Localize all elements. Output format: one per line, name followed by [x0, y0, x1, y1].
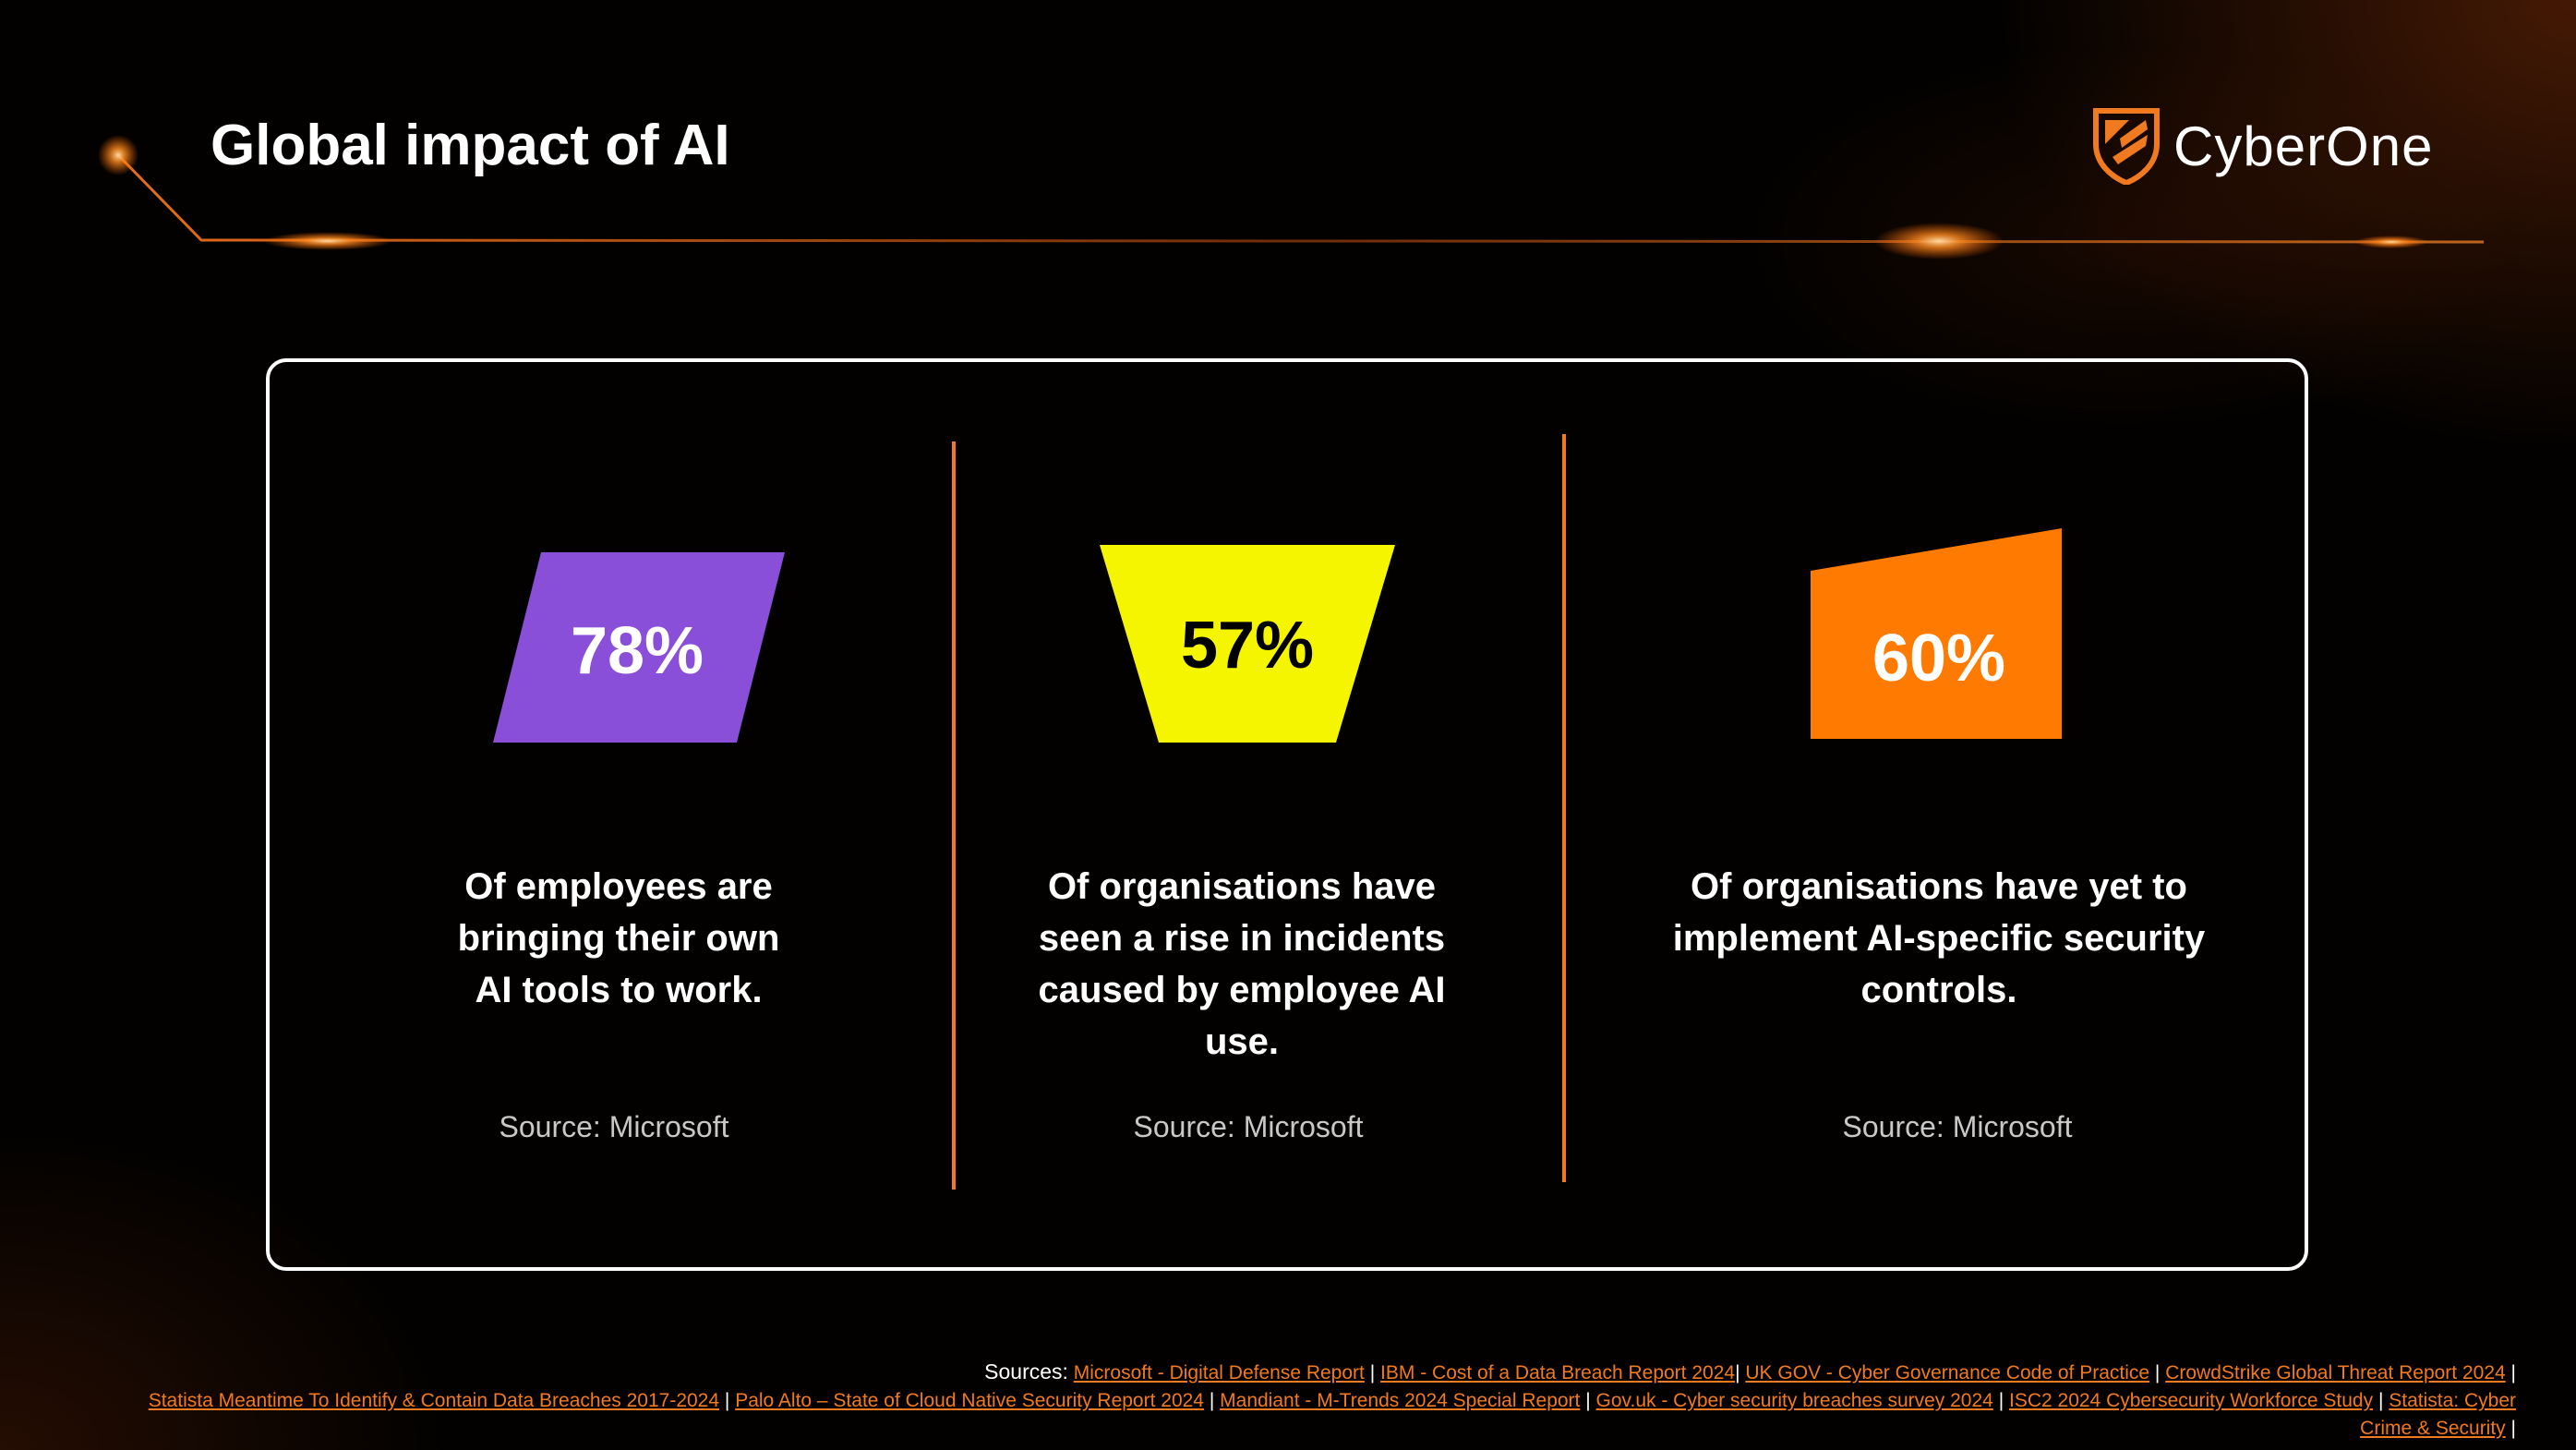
stat-description-line: controls.: [1860, 970, 2017, 1010]
source-link[interactable]: Statista: Cyber Crime & Security: [2360, 1390, 2516, 1439]
stat-description-line: AI tools to work.: [475, 970, 763, 1010]
stat-description-line: Of organisations have: [1047, 866, 1437, 907]
column-divider: [1562, 434, 1566, 1182]
stat-shape-quadrilateral: [1811, 528, 2062, 739]
separator: |: [1209, 1390, 1215, 1411]
stat-shape-fill: [1811, 528, 2062, 739]
source-link[interactable]: Mandiant - M-Trends 2024 Special Report: [1220, 1390, 1581, 1411]
stat-shape-fill: [1100, 545, 1395, 743]
stat-description-line: use.: [1204, 1021, 1280, 1062]
stat-description-line: Of employees are: [464, 866, 773, 907]
separator: |: [1369, 1362, 1376, 1384]
stat-source: Source: Microsoft: [499, 1110, 729, 1143]
sources-footer: Sources: Microsoft - Digital Defense Rep…: [138, 1358, 2516, 1443]
stats-panel: [266, 358, 2308, 1271]
source-link[interactable]: IBM - Cost of a Data Breach Report 2024: [1380, 1362, 1736, 1384]
decorative-circuit-lines: [98, 135, 2485, 260]
column-divider: [952, 441, 956, 1190]
stat-shape-trapezoid: [1100, 545, 1395, 743]
stat-description-line: implement AI-specific security: [1672, 918, 2206, 959]
brand-name: CyberOne: [2173, 115, 2434, 177]
sources-label: Sources:: [984, 1359, 1068, 1384]
separator: |: [724, 1390, 730, 1411]
source-link[interactable]: Statista Meantime To Identify & Contain …: [148, 1390, 720, 1411]
separator: |: [2154, 1362, 2161, 1384]
source-link[interactable]: Gov.uk - Cyber security breaches survey …: [1595, 1390, 1993, 1411]
shield-logo-icon: [2093, 108, 2160, 185]
source-link[interactable]: CrowdStrike Global Threat Report 2024: [2165, 1362, 2506, 1384]
stat-description: Of organisations have seen a rise in inc…: [1006, 861, 1477, 1068]
separator: |: [2377, 1390, 2384, 1411]
page-title: Global impact of AI: [211, 114, 730, 177]
stat-source: Source: Microsoft: [1133, 1110, 1364, 1143]
separator: |: [2510, 1418, 2516, 1439]
separator: |: [1735, 1362, 1740, 1384]
brand-logo: CyberOne: [2092, 107, 2433, 185]
separator: |: [1585, 1390, 1591, 1411]
stat-description-line: Of organisations have yet to: [1691, 866, 2187, 907]
stat-description-line: bringing their own: [457, 918, 780, 959]
stat-value: 60%: [1872, 622, 2006, 695]
source-link[interactable]: UK GOV - Cyber Governance Code of Practi…: [1745, 1362, 2150, 1384]
stat-description-line: caused by employee AI: [1038, 970, 1446, 1010]
separator: |: [1998, 1390, 2004, 1411]
source-link[interactable]: Microsoft - Digital Defense Report: [1073, 1362, 1365, 1384]
source-link[interactable]: Palo Alto – State of Cloud Native Securi…: [735, 1390, 1204, 1411]
stat-shape-parallelogram: [493, 552, 785, 743]
source-link[interactable]: ISC2 2024 Cybersecurity Workforce Study: [2009, 1390, 2374, 1411]
stat-value: 78%: [570, 614, 704, 688]
stat-value: 57%: [1180, 609, 1315, 683]
separator: |: [2510, 1362, 2516, 1384]
stat-shape-fill: [493, 552, 785, 743]
stat-description: Of employees are bringing their own AI t…: [388, 861, 849, 1016]
stat-source: Source: Microsoft: [1842, 1110, 2073, 1143]
stat-description: Of organisations have yet to implement A…: [1625, 861, 2253, 1016]
stat-description-line: seen a rise in incidents: [1038, 918, 1446, 959]
